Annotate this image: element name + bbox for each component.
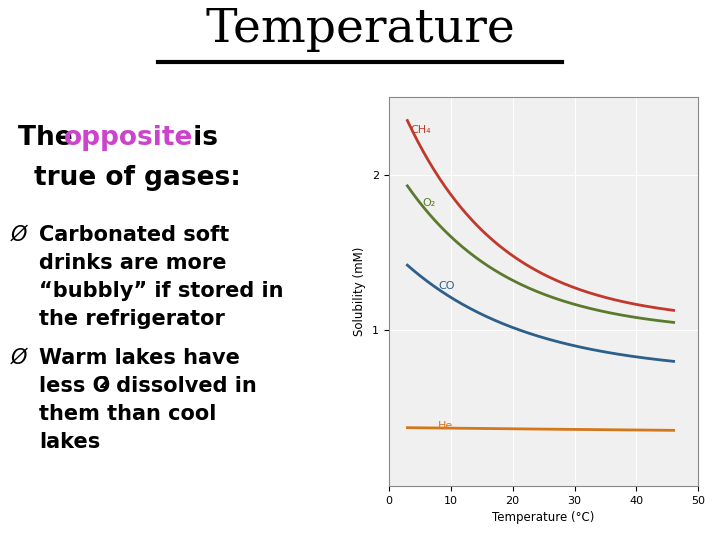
Text: the refrigerator: the refrigerator [39, 309, 225, 329]
Text: true of gases:: true of gases: [34, 165, 241, 191]
Text: them than cool: them than cool [39, 404, 217, 424]
Text: opposite: opposite [64, 125, 194, 151]
Text: lakes: lakes [39, 431, 100, 451]
Point [154, 58, 163, 65]
Text: is: is [184, 125, 218, 151]
Text: dissolved in: dissolved in [109, 376, 257, 396]
Point [557, 58, 566, 65]
Text: The: The [19, 125, 82, 151]
Text: Warm lakes have: Warm lakes have [39, 348, 240, 368]
Text: Ø: Ø [11, 225, 27, 245]
Text: Ø: Ø [11, 348, 27, 368]
Y-axis label: Solubility (mM): Solubility (mM) [354, 247, 366, 336]
Text: CH₄: CH₄ [410, 125, 431, 135]
X-axis label: Temperature (°C): Temperature (°C) [492, 511, 595, 524]
Text: CO: CO [438, 281, 455, 291]
Text: Carbonated soft: Carbonated soft [39, 225, 229, 245]
Text: He: He [438, 421, 454, 431]
Text: less O: less O [39, 376, 110, 396]
Text: O₂: O₂ [423, 198, 436, 208]
Text: “bubbly” if stored in: “bubbly” if stored in [39, 281, 284, 301]
Text: drinks are more: drinks are more [39, 253, 227, 273]
Text: Temperature: Temperature [205, 6, 515, 52]
Text: 2: 2 [99, 376, 109, 391]
